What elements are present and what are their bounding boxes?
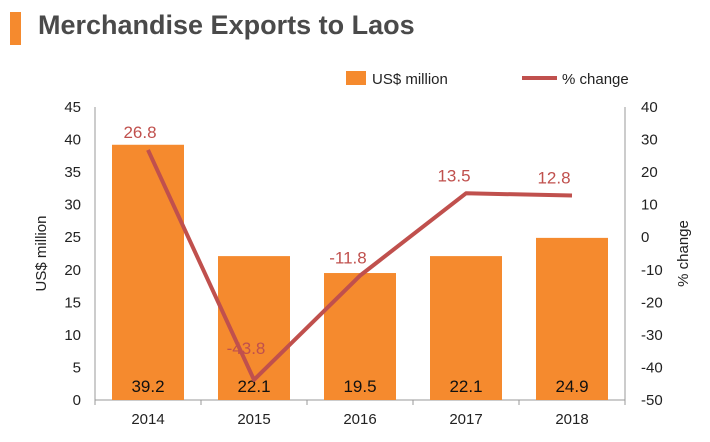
x-tick-label: 2016 <box>343 411 376 428</box>
left-y-tick-label: 20 <box>64 262 81 279</box>
right-y-tick-label: 30 <box>641 132 658 149</box>
bar-value-label: 24.9 <box>555 377 588 396</box>
x-tick-label: 2014 <box>131 411 164 428</box>
line-value-label: 12.8 <box>537 169 570 188</box>
left-y-tick-label: 5 <box>73 359 81 376</box>
line-value-label: -43.8 <box>227 339 266 358</box>
left-y-tick-label: 15 <box>64 294 81 311</box>
bar-value-label: 22.1 <box>237 377 270 396</box>
line-value-label: -11.8 <box>329 249 367 268</box>
x-tick-label: 2015 <box>237 411 270 428</box>
right-y-tick-label: 10 <box>641 197 658 214</box>
x-tick-label: 2018 <box>555 411 588 428</box>
right-y-tick-label: -20 <box>641 294 663 311</box>
legend-label-bar: US$ million <box>372 71 448 88</box>
right-y-tick-label: -40 <box>641 359 663 376</box>
right-y-tick-label: 20 <box>641 164 658 181</box>
x-tick-label: 2017 <box>449 411 482 428</box>
bar-value-label: 39.2 <box>131 377 164 396</box>
left-y-tick-label: 40 <box>64 132 81 149</box>
left-y-tick-label: 0 <box>73 392 81 409</box>
y-axis-title: US$ million <box>33 216 50 292</box>
line-value-label: 26.8 <box>123 123 156 142</box>
y2-axis-title: % change <box>675 220 692 287</box>
chart-title: Merchandise Exports to Laos <box>38 10 415 40</box>
bar <box>430 256 502 400</box>
right-y-tick-label: 0 <box>641 229 649 246</box>
left-y-tick-label: 10 <box>64 327 81 344</box>
bar <box>112 144 184 400</box>
percent-change-line <box>146 149 573 382</box>
left-y-tick-label: 45 <box>64 99 81 116</box>
right-y-tick-label: 40 <box>641 99 658 116</box>
bar-value-label: 19.5 <box>343 377 376 396</box>
right-y-tick-label: -30 <box>641 327 663 344</box>
line-value-label: 13.5 <box>437 166 470 185</box>
left-y-tick-label: 35 <box>64 164 81 181</box>
legend-label-line: % change <box>562 71 629 88</box>
title-accent-bar <box>10 12 21 45</box>
left-y-tick-label: 25 <box>64 229 81 246</box>
right-y-tick-label: -10 <box>641 262 663 279</box>
right-y-tick-label: -50 <box>641 392 663 409</box>
bar-value-label: 22.1 <box>449 377 482 396</box>
legend-swatch-bar <box>346 71 366 85</box>
left-y-tick-label: 30 <box>64 197 81 214</box>
bar <box>536 237 608 400</box>
bar <box>324 273 396 400</box>
